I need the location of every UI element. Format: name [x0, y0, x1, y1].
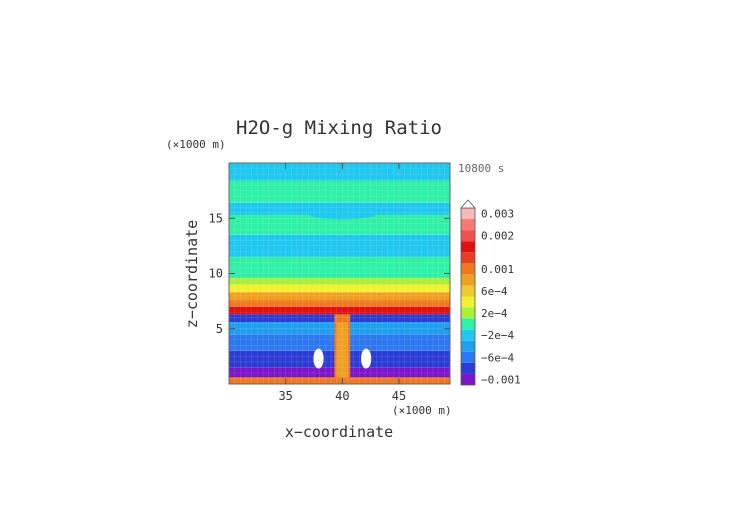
- y-axis-label: z−coordinate: [183, 220, 201, 328]
- y-units-label: (×1000 m): [166, 138, 226, 151]
- colorbar-swatch: [461, 208, 475, 220]
- field-gridlines: [228, 162, 451, 385]
- x-axis-label: x−coordinate: [285, 423, 393, 441]
- y-tick-label: 10: [209, 267, 223, 281]
- field-blob-3: [361, 348, 372, 369]
- colorbar-label: −6e−4: [481, 351, 514, 364]
- field-column-1: [336, 322, 348, 378]
- x-tick-label: 45: [392, 389, 406, 403]
- colorbar-swatch: [461, 307, 475, 319]
- colorbar-swatch: [461, 329, 475, 341]
- axis-ticks: 35 40 45 5 10 15: [209, 163, 450, 403]
- colorbar-swatch: [461, 373, 475, 385]
- colorbar-label: 2e−4: [481, 307, 508, 320]
- field-blob-2: [313, 348, 324, 369]
- colorbar-swatch: [461, 285, 475, 297]
- field-band-9: [229, 284, 450, 293]
- colorbar: −0.001 −6e−4 −2e−4 2e−4 6e−4 0.001 0.002 0.003: [460, 199, 521, 386]
- colorbar-label: 0.003: [481, 208, 514, 221]
- colorbar-label: 6e−4: [481, 285, 508, 298]
- field-band-16: [229, 163, 450, 181]
- colorbar-swatch: [461, 241, 475, 253]
- colorbar-swatch: [461, 318, 475, 330]
- field-band-6: [229, 306, 450, 315]
- heatmap-field: [229, 163, 450, 384]
- field-band-8: [229, 292, 450, 301]
- colorbar-swatch: [461, 362, 475, 374]
- x-tick-label: 40: [335, 389, 349, 403]
- field-blob-4: [308, 208, 377, 220]
- colorbar-swatch: [461, 230, 475, 242]
- colorbar-swatch: [461, 219, 475, 231]
- colorbar-swatch: [461, 296, 475, 308]
- colorbar-label: 0.002: [481, 230, 514, 243]
- field-band-10: [229, 277, 450, 285]
- chart-title: H2O-g Mixing Ratio: [236, 117, 442, 139]
- colorbar-swatch: [461, 340, 475, 352]
- colorbar-label: −2e−4: [481, 329, 514, 342]
- x-tick-label: 35: [278, 389, 292, 403]
- colorbar-swatch: [461, 351, 475, 363]
- field-band-12: [229, 234, 450, 257]
- y-tick-label: 5: [216, 322, 223, 336]
- colorbar-label: −0.001: [481, 373, 521, 386]
- field-band-15: [229, 180, 450, 203]
- colorbar-label: 0.001: [481, 263, 514, 276]
- field-band-7: [229, 300, 450, 307]
- time-label: 10800 s: [458, 162, 504, 175]
- y-tick-label: 15: [209, 211, 223, 225]
- colorbar-swatch: [461, 252, 475, 264]
- colorbar-top-arrow: [460, 199, 476, 209]
- field-band-13: [229, 214, 450, 235]
- colorbar-swatch: [461, 263, 475, 275]
- field-band-11: [229, 256, 450, 278]
- colorbar-swatch: [461, 274, 475, 286]
- x-units-label: (×1000 m): [392, 404, 452, 417]
